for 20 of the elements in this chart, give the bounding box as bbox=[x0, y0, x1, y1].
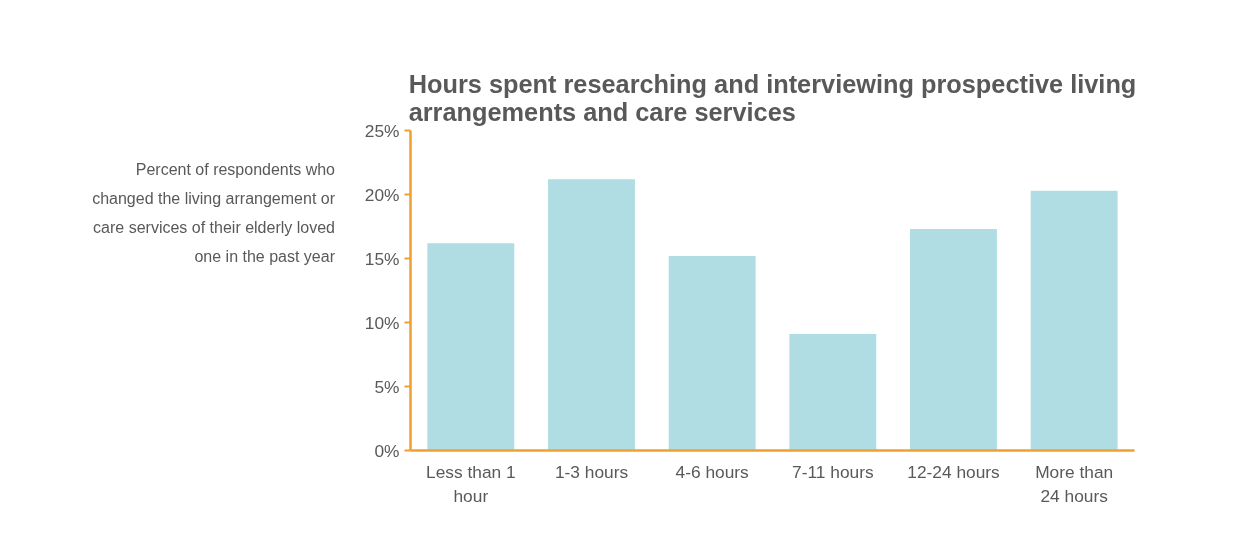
x-tick-label: Less than 1 hour bbox=[426, 461, 516, 506]
bar bbox=[427, 243, 515, 451]
bar bbox=[668, 255, 756, 451]
y-tick-label: 0% bbox=[374, 440, 400, 461]
y-axis-title: Percent of respondents who changed the living arrangement or care services of their elderly loved one in the past year bbox=[91, 160, 335, 267]
x-tick-label: More than 24 hours bbox=[1035, 461, 1114, 506]
bar bbox=[1030, 190, 1118, 451]
x-tick-label: 4-6 hours bbox=[675, 461, 750, 482]
bar bbox=[789, 334, 877, 451]
y-tick-label: 25% bbox=[364, 120, 400, 141]
bar bbox=[910, 229, 997, 451]
x-tick-label: 7-11 hours bbox=[792, 461, 874, 482]
chart-title: Hours spent researching and interviewing prospective living arrangements and care services bbox=[408, 69, 1137, 126]
y-tick-label: 15% bbox=[364, 248, 400, 269]
x-tick-label: 12-24 hours bbox=[907, 461, 1001, 482]
x-tick-label: 1-3 hours bbox=[554, 461, 629, 482]
bar bbox=[548, 179, 635, 451]
y-tick-label: 20% bbox=[364, 184, 400, 205]
y-tick-label: 10% bbox=[364, 312, 400, 333]
y-tick-label: 5% bbox=[374, 376, 400, 397]
